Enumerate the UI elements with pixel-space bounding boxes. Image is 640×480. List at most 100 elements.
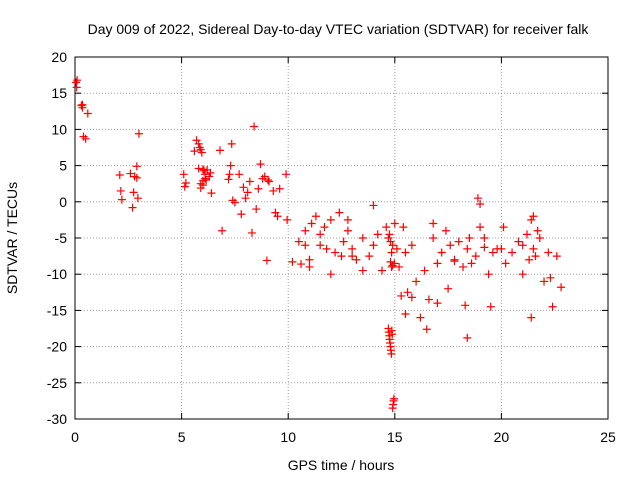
y-tick-label: -30: [47, 411, 67, 427]
data-point: [296, 260, 305, 269]
data-point: [514, 237, 523, 246]
data-point: [463, 244, 472, 253]
x-tick-label: 10: [280, 429, 296, 445]
data-point: [444, 284, 453, 293]
data-point: [226, 161, 235, 170]
y-tick-label: -15: [47, 302, 67, 318]
data-point: [218, 226, 227, 235]
data-point: [484, 270, 493, 279]
data-point: [412, 277, 421, 286]
data-point: [407, 241, 416, 250]
data-point: [180, 182, 189, 191]
data-point: [283, 215, 292, 224]
grid: [75, 57, 608, 419]
data-point: [254, 184, 263, 193]
data-point: [386, 257, 395, 266]
data-point: [486, 302, 495, 311]
data-point: [129, 188, 138, 197]
data-point: [265, 177, 274, 186]
data-point: [316, 241, 325, 250]
data-point: [243, 188, 252, 197]
data-point: [78, 100, 87, 109]
data-point: [450, 257, 459, 266]
x-tick-label: 20: [494, 429, 510, 445]
data-point: [348, 244, 357, 253]
data-point: [305, 255, 314, 264]
data-point: [250, 122, 259, 131]
data-point: [531, 252, 540, 261]
data-point: [471, 252, 480, 261]
data-point: [399, 223, 408, 232]
data-point: [369, 241, 378, 250]
data-point: [501, 259, 510, 268]
data-points: [72, 76, 566, 413]
data-point: [527, 215, 536, 224]
data-point: [227, 139, 236, 148]
data-point: [198, 165, 207, 174]
data-point: [79, 132, 88, 141]
data-point: [115, 171, 124, 180]
data-point: [424, 295, 433, 304]
data-point: [373, 230, 382, 239]
y-tick-label: 15: [51, 85, 67, 101]
data-point: [437, 248, 446, 257]
data-point: [488, 248, 497, 257]
data-point: [263, 176, 272, 185]
data-point: [522, 230, 531, 239]
y-tick-label: -5: [55, 230, 68, 246]
data-point: [256, 160, 265, 169]
data-point: [322, 244, 331, 253]
y-tick-label: -10: [47, 266, 67, 282]
data-point: [387, 248, 396, 257]
data-point: [465, 234, 474, 242]
data-point: [461, 301, 470, 310]
data-point: [247, 228, 256, 237]
data-point: [518, 241, 527, 250]
data-point: [388, 241, 397, 250]
data-point: [388, 261, 397, 270]
data-point: [117, 195, 126, 204]
data-point: [433, 259, 442, 268]
data-point: [546, 273, 555, 282]
data-point: [206, 168, 215, 177]
data-point: [337, 252, 346, 261]
data-point: [326, 215, 335, 224]
data-point: [320, 223, 329, 232]
data-point: [499, 223, 508, 232]
data-point: [192, 136, 201, 145]
x-tick-label: 25: [600, 429, 616, 445]
data-point: [407, 293, 416, 302]
data-point: [116, 186, 125, 195]
data-point: [179, 170, 188, 179]
data-point: [288, 257, 297, 266]
data-point: [529, 244, 538, 253]
data-point: [230, 198, 239, 207]
data-point: [387, 349, 396, 358]
data-point: [544, 248, 553, 257]
data-point: [527, 313, 536, 322]
y-tick-label: -25: [47, 375, 67, 391]
data-point: [525, 255, 534, 264]
data-point: [262, 256, 271, 265]
data-point: [397, 291, 406, 300]
data-point: [473, 194, 482, 203]
data-point: [343, 215, 352, 224]
data-point: [497, 244, 506, 253]
data-point: [72, 78, 81, 87]
data-point: [271, 208, 280, 217]
data-point: [331, 248, 340, 257]
data-point: [307, 219, 316, 228]
data-point: [228, 196, 237, 205]
data-point: [480, 243, 489, 252]
data-point: [388, 330, 397, 339]
data-point: [369, 201, 378, 210]
data-point: [269, 186, 278, 195]
y-tick-label: 20: [51, 49, 67, 65]
data-point: [386, 237, 395, 246]
data-point: [252, 205, 261, 214]
data-point: [301, 241, 310, 250]
data-point: [273, 212, 282, 221]
data-point: [194, 164, 203, 173]
data-point: [205, 172, 214, 181]
